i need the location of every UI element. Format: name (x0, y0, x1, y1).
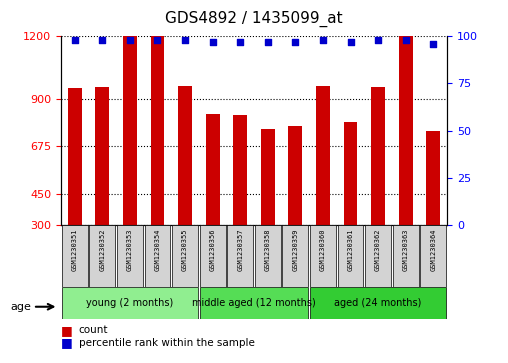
Text: GSM1230355: GSM1230355 (182, 228, 188, 271)
Text: GSM1230361: GSM1230361 (347, 228, 354, 271)
Bar (150, 36, 165, 225)
Text: GSM1230360: GSM1230360 (320, 228, 326, 271)
Bar (343, 122, 358, 225)
FancyBboxPatch shape (365, 225, 391, 287)
Point (236, 39, 244, 45)
Text: GSM1230364: GSM1230364 (430, 228, 436, 271)
Text: aged (24 months): aged (24 months) (334, 298, 422, 308)
Text: young (2 months): young (2 months) (86, 298, 174, 308)
FancyBboxPatch shape (282, 225, 308, 287)
Bar (426, 131, 440, 225)
Text: GDS4892 / 1435099_at: GDS4892 / 1435099_at (165, 11, 343, 27)
Text: GSM1230354: GSM1230354 (154, 228, 161, 271)
Bar (206, 114, 219, 225)
FancyBboxPatch shape (144, 225, 171, 287)
Bar (316, 86, 330, 225)
FancyBboxPatch shape (255, 225, 281, 287)
Text: GSM1230351: GSM1230351 (72, 228, 78, 271)
FancyBboxPatch shape (117, 225, 143, 287)
FancyBboxPatch shape (227, 225, 253, 287)
Point (126, 37, 134, 43)
Bar (96, 87, 109, 225)
Point (291, 39, 299, 45)
Text: GSM1230358: GSM1230358 (265, 228, 271, 271)
Text: GSM1230353: GSM1230353 (127, 228, 133, 271)
Point (374, 37, 382, 43)
Text: GSM1230362: GSM1230362 (375, 228, 381, 271)
Point (346, 39, 355, 45)
FancyBboxPatch shape (89, 225, 115, 287)
Text: GSM1230357: GSM1230357 (237, 228, 243, 271)
Text: GSM1230359: GSM1230359 (293, 228, 298, 271)
Bar (289, 126, 302, 225)
Point (98, 37, 106, 43)
Text: GSM1230363: GSM1230363 (403, 228, 408, 271)
FancyBboxPatch shape (310, 225, 336, 287)
Bar (399, 30, 412, 225)
Bar (233, 115, 247, 225)
Point (71, 37, 79, 43)
Point (402, 37, 410, 43)
Text: GSM1230352: GSM1230352 (100, 228, 105, 271)
Bar (261, 129, 275, 225)
FancyBboxPatch shape (172, 225, 198, 287)
FancyBboxPatch shape (337, 225, 364, 287)
Bar (68, 88, 82, 225)
Text: ■: ■ (61, 337, 73, 350)
FancyBboxPatch shape (200, 225, 226, 287)
Text: ■: ■ (61, 324, 73, 337)
Point (181, 37, 189, 43)
Point (429, 41, 437, 47)
Text: percentile rank within the sample: percentile rank within the sample (79, 338, 255, 348)
Point (264, 39, 272, 45)
Bar (123, 34, 137, 225)
FancyBboxPatch shape (200, 287, 308, 319)
Text: middle aged (12 months): middle aged (12 months) (192, 298, 316, 308)
Text: age: age (10, 302, 31, 312)
FancyBboxPatch shape (420, 225, 446, 287)
Text: GSM1230356: GSM1230356 (210, 228, 215, 271)
Point (319, 37, 327, 43)
Point (153, 37, 162, 43)
Point (209, 39, 217, 45)
FancyBboxPatch shape (62, 225, 88, 287)
Bar (178, 86, 192, 225)
Bar (371, 87, 385, 225)
FancyBboxPatch shape (393, 225, 419, 287)
Text: count: count (79, 325, 108, 335)
FancyBboxPatch shape (310, 287, 446, 319)
FancyBboxPatch shape (62, 287, 198, 319)
